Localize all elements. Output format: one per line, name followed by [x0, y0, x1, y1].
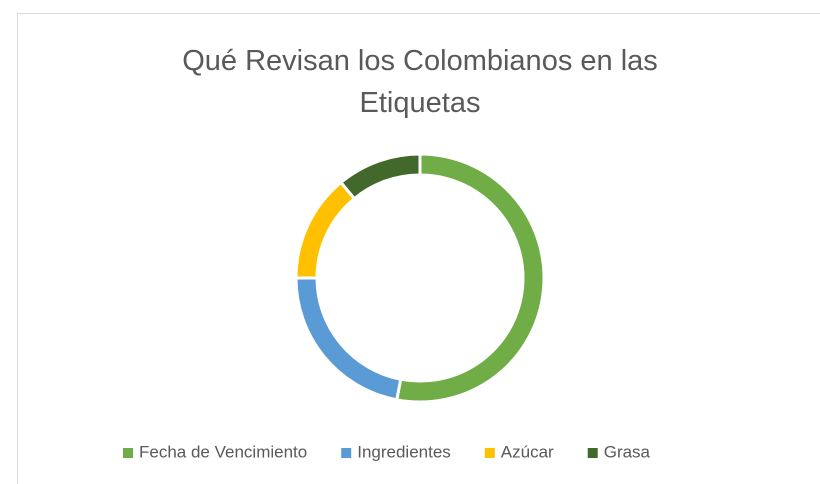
legend-swatch — [484, 448, 495, 458]
legend-label: Azúcar — [501, 442, 554, 461]
chart-border — [17, 13, 820, 484]
legend-swatch — [341, 448, 352, 458]
legend-swatch — [587, 448, 598, 458]
legend-swatch — [123, 448, 133, 458]
donut-segment — [338, 152, 422, 201]
chart-title: Qué Revisan los Colombianos en las Etique… — [182, 45, 658, 119]
legend-label: Grasa — [604, 442, 651, 461]
legend-label: Ingredientes — [357, 442, 451, 461]
legend-label: Fecha de Vencimiento — [139, 442, 307, 461]
